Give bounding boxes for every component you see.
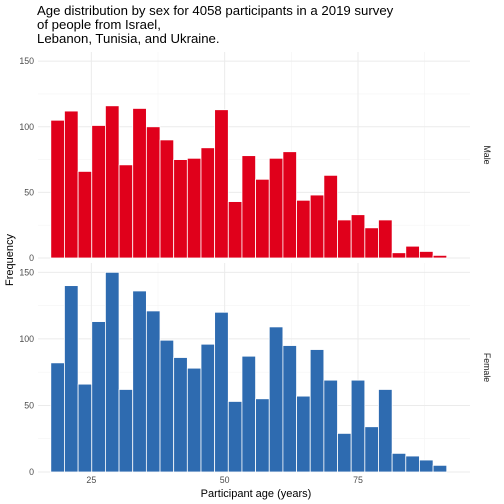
y-axis-title: Frequency: [4, 234, 16, 286]
histogram-bar: [269, 327, 283, 472]
histogram-bar: [242, 356, 256, 472]
histogram-bar: [64, 286, 78, 472]
histogram-bar: [228, 202, 242, 258]
y-tick-label: 150: [19, 56, 34, 66]
y-tick-label: 0: [29, 467, 34, 477]
histogram-bar: [297, 396, 311, 472]
histogram-bar: [338, 220, 352, 258]
histogram-bar: [365, 228, 379, 258]
histogram-bar: [269, 158, 283, 258]
y-tick-label: 50: [24, 187, 34, 197]
y-tick-label: 150: [19, 267, 34, 277]
facet-panels: 0 50 100 150 Male 0 50 100 150 Female 25 50 75: [19, 52, 492, 485]
histogram-bar: [51, 120, 65, 258]
histogram-bar: [146, 311, 160, 472]
histogram-bar: [78, 384, 92, 472]
histogram-bar: [242, 156, 256, 258]
histogram-bar: [310, 195, 324, 258]
histogram-bar: [92, 125, 106, 258]
histogram-bar: [160, 140, 174, 258]
histogram-bar: [392, 253, 406, 258]
histogram-bar: [283, 346, 297, 472]
y-tick-labels: 0 50 100 150: [19, 267, 34, 477]
histogram-bar: [406, 246, 420, 258]
histogram-bar: [174, 358, 188, 472]
y-tick-label: 100: [19, 334, 34, 344]
histogram-bar: [146, 127, 160, 258]
histogram-bar: [378, 389, 392, 472]
y-tick-label: 50: [24, 400, 34, 410]
histogram-bar: [187, 368, 201, 472]
histogram-bar: [365, 427, 379, 472]
x-tick-label: 25: [86, 475, 96, 485]
histogram-bar: [324, 380, 338, 472]
chart-title-line-1: Age distribution by sex for 4058 partici…: [37, 3, 394, 18]
y-tick-label: 100: [19, 122, 34, 132]
histogram-bar: [51, 363, 65, 472]
x-tick-label: 50: [220, 475, 230, 485]
histogram-bar: [406, 456, 420, 472]
histogram-bar: [419, 251, 433, 258]
histogram-bar: [187, 158, 201, 258]
histogram-bar: [433, 465, 447, 472]
histogram-bar: [283, 152, 297, 258]
histogram-bar: [324, 175, 338, 258]
histogram-bar: [105, 272, 119, 472]
histogram-bar: [228, 401, 242, 472]
histogram-bar: [256, 399, 270, 472]
chart-title: Age distribution by sex for 4058 partici…: [37, 3, 394, 46]
facet-panel-female: 0 50 100 150 Female: [19, 263, 492, 477]
facet-strip-label: Male: [482, 145, 492, 164]
histogram-bar: [351, 215, 365, 258]
histogram-bar: [201, 344, 215, 472]
histogram-bar: [419, 460, 433, 472]
histogram-bar: [92, 322, 106, 472]
histogram-bar: [133, 291, 147, 472]
y-tick-labels: 0 50 100 150: [19, 56, 34, 263]
x-tick-labels: 25 50 75: [86, 475, 363, 485]
x-tick-label: 75: [353, 475, 363, 485]
histogram-bar: [78, 171, 92, 258]
histogram-bar: [174, 160, 188, 258]
facet-strip-label: Female: [482, 353, 492, 382]
histogram-bar: [119, 389, 133, 472]
histogram-bar: [133, 108, 147, 258]
histogram-bar: [338, 433, 352, 472]
histogram-bar: [201, 148, 215, 258]
histogram-bar: [160, 340, 174, 472]
chart-title-line-2: of people from Israel,: [37, 17, 161, 32]
histogram-bar: [119, 165, 133, 258]
histogram-bar: [351, 380, 365, 472]
histogram-bar: [392, 453, 406, 472]
histogram-bars: [51, 106, 447, 258]
facet-panel-male: 0 50 100 150 Male: [19, 52, 492, 263]
x-axis-title: Participant age (years): [201, 488, 312, 500]
histogram-bar: [105, 106, 119, 258]
chart-title-line-3: Lebanon, Tunisia, and Ukraine.: [37, 31, 220, 46]
histogram-bar: [378, 220, 392, 258]
histogram-bar: [215, 110, 229, 258]
histogram-bar: [64, 111, 78, 258]
histogram-bar: [310, 350, 324, 472]
histogram-bar: [215, 312, 229, 472]
histogram-bar: [297, 200, 311, 258]
histogram-bar: [256, 179, 270, 258]
y-tick-label: 0: [29, 253, 34, 263]
histogram-bar: [433, 255, 447, 258]
